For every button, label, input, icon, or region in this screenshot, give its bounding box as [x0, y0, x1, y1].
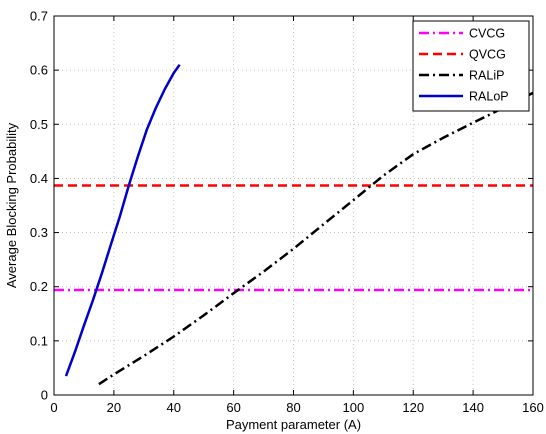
legend-label-qvcg: QVCG — [469, 48, 506, 62]
x-tick-label: 20 — [107, 400, 121, 415]
x-tick-label: 120 — [402, 400, 424, 415]
axis-ticks: 0 20 40 60 80 100 120 140 160 0 0.1 0.2 0.3 0.4 0.5 0.6… — [30, 9, 544, 416]
x-tick-label: 100 — [343, 400, 365, 415]
x-tick-label: 60 — [226, 400, 240, 415]
y-tick-label: 0.7 — [30, 9, 48, 24]
x-tick-label: 160 — [522, 400, 544, 415]
y-tick-label: 0.1 — [30, 333, 48, 348]
series-line-ralop — [64, 63, 181, 377]
legend: CVCG QVCG RALiP RALoP — [412, 20, 530, 112]
y-tick-label: 0 — [41, 388, 48, 403]
legend-label-ralip: RALiP — [469, 69, 504, 83]
legend-label-ralop: RALoP — [469, 90, 509, 104]
y-tick-label: 0.5 — [30, 117, 48, 132]
y-tick-label: 0.4 — [30, 171, 48, 186]
y-axis-label: Average Blocking Probability — [4, 122, 19, 288]
y-tick-label: 0.3 — [30, 225, 48, 240]
y-tick-label: 0.6 — [30, 63, 48, 78]
y-tick-label: 0.2 — [30, 279, 48, 294]
series-line-ralip — [98, 91, 534, 386]
x-tick-label: 40 — [167, 400, 181, 415]
legend-label-cvcg: CVCG — [469, 27, 505, 41]
x-tick-label: 140 — [462, 400, 484, 415]
plot-series — [54, 63, 534, 386]
x-axis-label: Payment parameter (A) — [226, 417, 361, 432]
x-tick-label: 0 — [50, 400, 57, 415]
x-tick-label: 80 — [286, 400, 300, 415]
